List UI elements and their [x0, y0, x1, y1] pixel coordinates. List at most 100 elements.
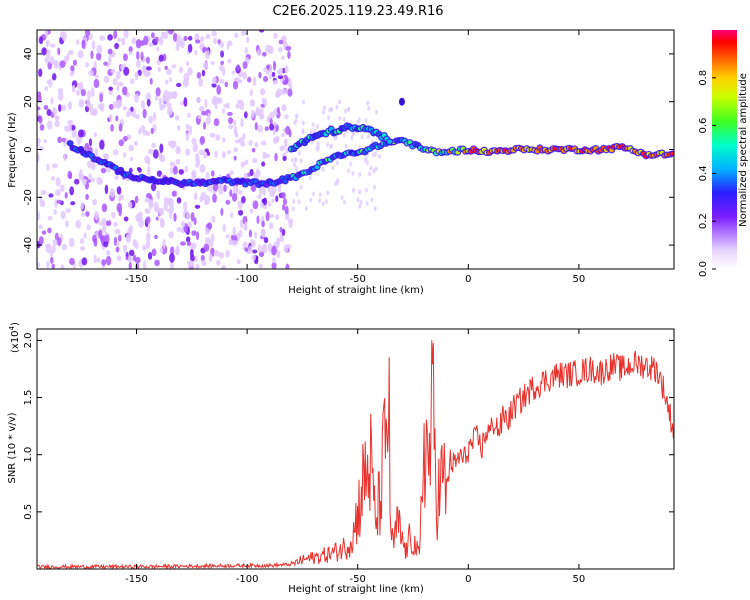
heatmap-noise-cell	[210, 60, 215, 65]
heatmap-noise-cell	[108, 55, 112, 66]
heatmap-noise-cell	[276, 239, 280, 248]
heatmap-noise-cell	[285, 125, 291, 135]
heatmap-noise-cell	[272, 257, 276, 264]
heatmap-noise-cell	[234, 32, 239, 39]
heatmap-noise-cell	[84, 30, 91, 37]
colorbar-label: Normalized spectral amplitude	[738, 73, 749, 227]
heatmap-noise-cell	[101, 217, 107, 227]
snr-y-tick-label: 1.5	[23, 390, 34, 406]
snr-y-tick-label: 0.5	[23, 504, 34, 520]
heatmap-noise-cell	[258, 71, 262, 79]
snr-series-line	[37, 340, 674, 569]
heatmap-noise-cell	[49, 56, 55, 65]
heatmap-noise-cell	[226, 42, 230, 50]
heatmap-noise-cell	[142, 64, 146, 75]
heatmap-noise-cell	[156, 170, 163, 177]
heatmap-noise-cell	[97, 103, 102, 110]
heatmap-noise-cell	[59, 184, 65, 192]
heatmap-noise-cell	[205, 49, 210, 60]
heatmap-noise-cell	[75, 89, 80, 96]
heatmap-noise-cell	[247, 76, 252, 83]
heatmap-noise-cell	[46, 109, 52, 116]
heatmap-noise-cell	[54, 189, 61, 196]
heatmap-noise-cell	[258, 30, 265, 33]
heatmap-noise-cell	[69, 71, 74, 77]
heatmap-noise-cell	[229, 170, 234, 176]
heatmap-noise-cell	[188, 125, 193, 135]
heatmap-noise-cell	[96, 176, 103, 185]
heatmap-noise-cell	[346, 106, 350, 112]
heatmap-noise-cell	[128, 46, 133, 53]
heatmap-noise-cell	[238, 209, 244, 216]
heatmap-noise-cell	[107, 220, 112, 226]
heatmap-noise-cell	[156, 46, 160, 52]
heatmap-ridge-cell	[67, 141, 73, 146]
heatmap-noise-cell	[77, 82, 82, 90]
heatmap-noise-cell	[199, 195, 204, 203]
heatmap-noise-cell	[249, 89, 253, 97]
heatmap-noise-cell	[38, 224, 43, 230]
heatmap-noise-cell	[241, 196, 246, 204]
heatmap-noise-cell	[199, 164, 206, 173]
heatmap-noise-cell	[347, 168, 351, 174]
heatmap-noise-cell	[67, 170, 73, 179]
heatmap-noise-cell	[135, 262, 140, 269]
heatmap-ridge-cell	[282, 179, 288, 184]
heatmap-noise-cell	[168, 231, 174, 239]
heatmap-noise-cell	[160, 31, 167, 38]
heatmap-noise-cell	[88, 138, 92, 147]
snr-y-label: SNR (10 * v/v)	[7, 412, 18, 483]
heatmap-noise-cell	[356, 119, 360, 125]
heatmap-noise-cell	[272, 60, 277, 71]
heatmap-noise-cell	[37, 106, 41, 111]
heatmap-noise-cell	[111, 211, 116, 219]
heatmap-noise-cell	[375, 109, 379, 115]
heatmap-noise-cell	[248, 245, 253, 255]
heatmap-noise-cell	[326, 115, 330, 121]
heatmap-noise-cell	[178, 169, 184, 175]
heatmap-noise-cell	[142, 260, 147, 269]
colorbar: 0.0 0.2 0.4 0.6 0.8 Normalized spectral ampl…	[698, 30, 749, 277]
heatmap-noise-cell	[155, 216, 159, 221]
heatmap-noise-cell	[116, 240, 120, 247]
heatmap-noise-cell	[148, 115, 154, 124]
heatmap-noise-cell	[278, 39, 284, 45]
heatmap-noise-cell	[204, 200, 208, 206]
heatmap-noise-cell	[145, 216, 151, 224]
heatmap-noise-cell	[236, 259, 241, 265]
heatmap-noise-cell	[107, 48, 113, 55]
heatmap-noise-cell	[334, 135, 338, 141]
heatmap-noise-cell	[261, 161, 266, 167]
heatmap-noise-cell	[85, 62, 90, 68]
heatmap-noise-cell	[169, 261, 174, 269]
heatmap-noise-cell	[128, 51, 133, 56]
heatmap-noise-cell	[176, 82, 182, 88]
heatmap-noise-cell	[215, 134, 221, 141]
heatmap-noise-cell	[271, 185, 277, 194]
heatmap-noise-cell	[168, 77, 173, 82]
heatmap-ridge-cell	[670, 151, 674, 156]
heatmap-noise-cell	[225, 234, 230, 239]
heatmap-noise-cell	[159, 217, 164, 226]
heatmap-noise-cell	[60, 264, 65, 269]
heatmap-noise-cell	[117, 99, 123, 108]
heatmap-noise-cell	[44, 86, 49, 92]
heatmap-noise-cell	[335, 104, 339, 110]
heatmap-noise-cell	[38, 146, 45, 151]
heatmap-noise-cell	[368, 171, 372, 177]
heatmap-noise-cell	[255, 106, 261, 115]
heatmap-noise-cell	[216, 260, 221, 266]
heatmap-noise-cell	[61, 137, 67, 143]
heatmap-noise-cell	[176, 197, 182, 204]
heatmap-noise-cell	[252, 76, 257, 87]
heatmap-noise-cell	[205, 116, 211, 125]
spectrogram-y-tick-label: -40	[23, 237, 34, 253]
heatmap-noise-cell	[227, 58, 232, 64]
heatmap-noise-cell	[185, 131, 190, 142]
heatmap-noise-cell	[316, 146, 320, 152]
heatmap-noise-cell	[213, 95, 218, 103]
heatmap-noise-cell	[63, 153, 67, 162]
heatmap-noise-cell	[58, 104, 62, 112]
heatmap-noise-cell	[278, 67, 283, 76]
heatmap-noise-cell	[322, 109, 326, 115]
